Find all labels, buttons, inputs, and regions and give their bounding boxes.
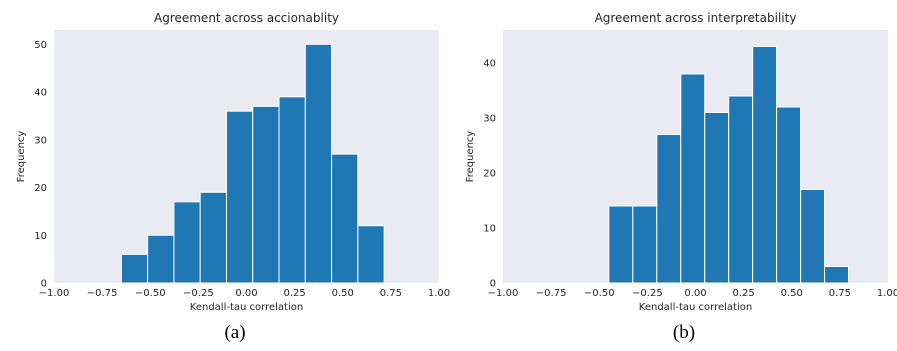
x-tick-label: 1.00 (428, 288, 450, 299)
y-tick-label: 0 (41, 279, 47, 290)
x-tick-label: −0.75 (536, 288, 567, 299)
y-tick-label: 20 (34, 183, 47, 194)
histogram-bar (147, 234, 175, 284)
x-tick-label: 0.50 (781, 288, 803, 299)
histogram-bar (800, 189, 826, 284)
x-tick-label: 0.00 (235, 288, 257, 299)
chart-title: Agreement across accionablity (154, 11, 339, 25)
x-tick-label: −0.25 (183, 288, 214, 299)
histogram-bar (680, 73, 706, 284)
histogram-bar (120, 253, 149, 284)
histogram-bar (608, 205, 634, 284)
histogram-bar (331, 153, 359, 284)
y-tick-label: 50 (34, 40, 47, 51)
y-tick-label: 40 (34, 88, 47, 99)
y-tick-label: 40 (483, 59, 496, 70)
histogram-bar (704, 112, 730, 284)
x-tick-label: 0.75 (380, 288, 402, 299)
x-axis-label: Kendall-tau correlation (639, 302, 752, 313)
x-tick-label: 0.25 (283, 288, 305, 299)
x-tick-label: 0.25 (732, 288, 754, 299)
x-tick-label: −1.00 (39, 288, 70, 299)
histogram-interpretability: Agreement across interpretability −1.00 −0… (465, 11, 897, 313)
x-tick-label: −1.00 (488, 288, 519, 299)
chart-title: Agreement across interpretability (595, 11, 797, 25)
y-tick-label: 0 (490, 279, 496, 290)
x-tick-label: −0.50 (135, 288, 166, 299)
y-tick-label: 10 (34, 231, 47, 242)
x-tick-label: −0.75 (87, 288, 118, 299)
y-tick-label: 10 (483, 224, 496, 235)
y-tick-label: 30 (483, 114, 496, 125)
histogram-bar (656, 134, 682, 284)
histogram-bar (225, 110, 254, 284)
histogram-bar (199, 191, 227, 284)
y-axis-label: Frequency (465, 131, 476, 183)
x-tick-label: −0.25 (632, 288, 663, 299)
x-axis-label: Kendall-tau correlation (190, 302, 303, 313)
x-tick-label: 0.00 (684, 288, 706, 299)
histogram-bar (173, 201, 201, 284)
histogram-panel-b: Agreement across interpretability −1.00 −0… (455, 0, 897, 322)
y-axis-label: Frequency (16, 131, 27, 183)
histogram-bar (752, 46, 778, 284)
x-tick-label: −0.50 (584, 288, 615, 299)
histogram-bar (776, 106, 802, 284)
histogram-bar (278, 96, 306, 284)
histogram-panel-a: Agreement across accionablity −1.00 −0.75 −… (0, 0, 452, 322)
y-tick-label: 30 (34, 135, 47, 146)
x-tick-label: 1.00 (877, 288, 897, 299)
histogram-bar (252, 105, 280, 284)
x-tick-label: 0.75 (829, 288, 851, 299)
y-tick-label: 20 (483, 169, 496, 180)
histogram-bar (728, 95, 754, 284)
histogram-bar (824, 266, 850, 284)
caption-a: (a) (224, 322, 246, 343)
histogram-bar (304, 43, 333, 284)
histogram-accionablity: Agreement across accionablity −1.00 −0.75 −… (16, 11, 450, 313)
histogram-bar (632, 205, 658, 284)
caption-b: (b) (672, 322, 696, 343)
x-tick-label: 0.50 (332, 288, 354, 299)
histogram-bar (357, 225, 385, 284)
